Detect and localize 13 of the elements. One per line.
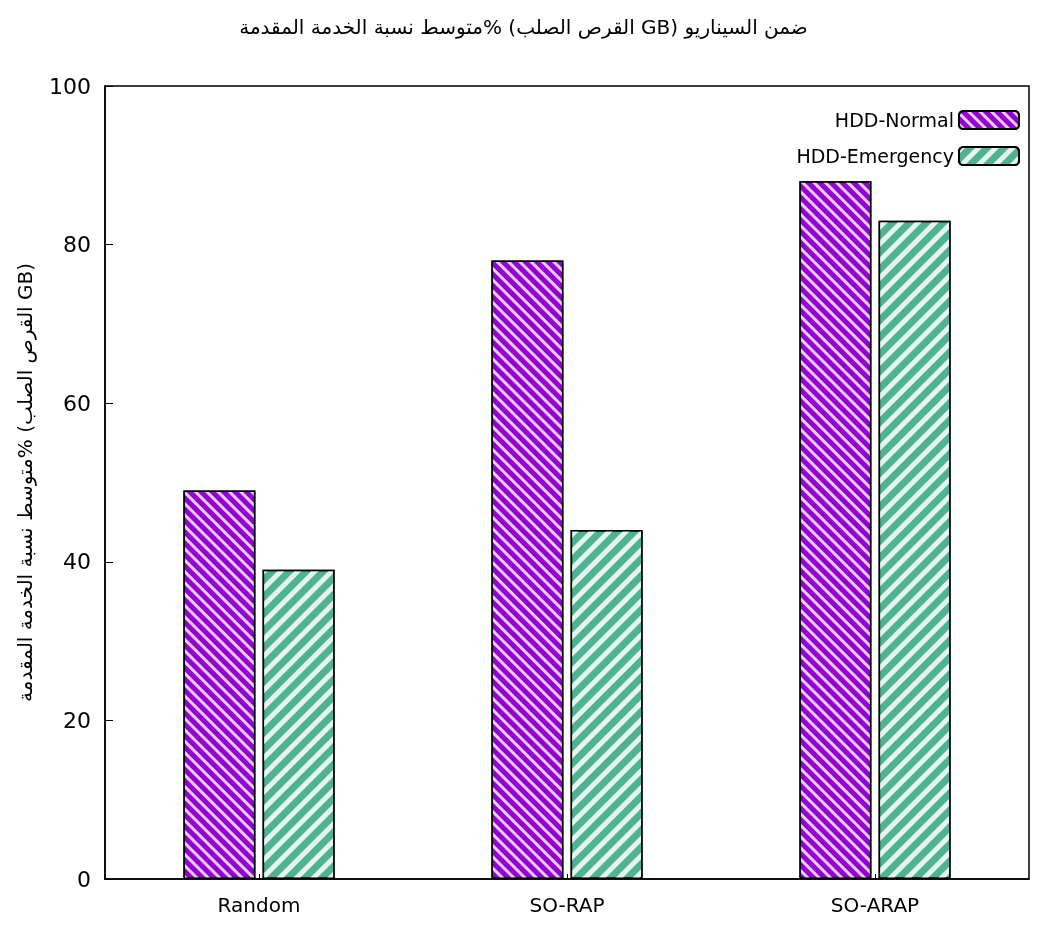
y-tick-label: 100	[49, 73, 91, 99]
y-tick-label: 0	[77, 866, 91, 892]
legend-label: HDD-Emergency	[796, 145, 954, 167]
y-tick-label: 20	[63, 707, 91, 733]
y-axis-title: متوسط نسبة الخدمة المقدمة% (القرص الصلب GB)	[13, 263, 37, 702]
y-tick-label: 80	[63, 232, 91, 258]
x-tick-label: SO-ARAP	[830, 893, 920, 917]
x-tick-label: SO-RAP	[529, 893, 605, 917]
y-tick-label: 40	[63, 549, 91, 575]
x-tick-label: Random	[217, 893, 301, 917]
chart-title: متوسط نسبة الخدمة المقدمة% (القرص الصلب GB) ضمن السيناريو	[239, 15, 808, 39]
y-tick-label: 60	[63, 390, 91, 416]
legend-label: HDD-Normal	[834, 109, 954, 131]
